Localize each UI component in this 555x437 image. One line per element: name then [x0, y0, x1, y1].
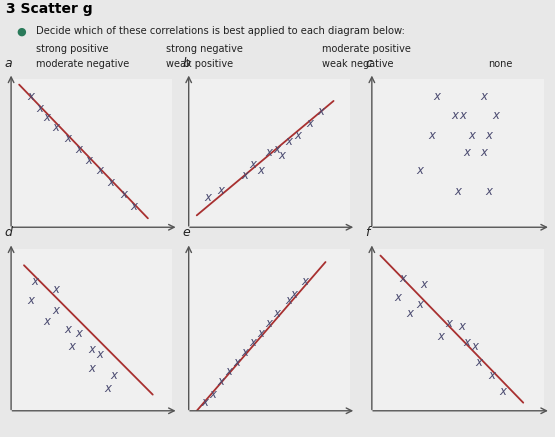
Text: x: x	[64, 323, 71, 336]
Text: c: c	[365, 57, 372, 70]
Text: x: x	[492, 109, 500, 122]
Text: x: x	[266, 146, 273, 160]
Text: x: x	[234, 356, 240, 369]
Text: strong positive: strong positive	[36, 44, 109, 54]
Text: x: x	[110, 369, 118, 382]
Text: x: x	[250, 336, 256, 349]
Text: x: x	[43, 316, 50, 328]
Text: x: x	[301, 275, 308, 288]
Text: moderate positive: moderate positive	[322, 44, 411, 54]
Text: e: e	[182, 226, 190, 239]
Text: x: x	[475, 356, 482, 369]
Text: x: x	[204, 191, 211, 204]
Text: x: x	[306, 117, 313, 130]
Text: x: x	[295, 128, 302, 142]
Text: x: x	[274, 307, 281, 320]
Text: x: x	[394, 291, 401, 304]
Text: x: x	[317, 105, 324, 118]
Text: x: x	[64, 132, 71, 145]
Text: x: x	[53, 304, 60, 317]
Text: x: x	[218, 184, 224, 197]
Text: x: x	[420, 278, 427, 291]
Text: Decide which of these correlations is best applied to each diagram below:: Decide which of these correlations is be…	[36, 26, 405, 36]
Text: x: x	[69, 340, 76, 353]
Text: x: x	[406, 307, 413, 320]
Text: x: x	[416, 164, 423, 177]
Text: x: x	[489, 369, 496, 382]
Text: x: x	[433, 90, 441, 103]
Text: x: x	[27, 295, 34, 307]
Text: d: d	[4, 226, 13, 239]
Text: x: x	[285, 135, 292, 148]
Text: x: x	[279, 149, 286, 163]
Text: weak positive: weak positive	[166, 59, 234, 69]
Text: x: x	[27, 90, 34, 103]
Text: x: x	[258, 327, 265, 340]
Text: x: x	[43, 111, 50, 124]
Text: ●: ●	[17, 26, 27, 36]
Text: x: x	[120, 188, 127, 201]
Text: x: x	[225, 365, 233, 378]
Text: x: x	[241, 346, 249, 359]
Text: x: x	[37, 102, 44, 115]
Text: x: x	[463, 336, 470, 349]
Text: x: x	[130, 200, 137, 213]
Text: x: x	[468, 128, 475, 142]
Text: x: x	[250, 158, 256, 171]
Text: f: f	[365, 226, 369, 239]
Text: x: x	[460, 109, 467, 122]
Text: x: x	[480, 90, 487, 103]
Text: x: x	[218, 375, 224, 388]
Text: weak negative: weak negative	[322, 59, 393, 69]
Text: x: x	[266, 317, 273, 330]
Text: x: x	[485, 185, 492, 198]
Text: x: x	[53, 283, 60, 296]
Text: x: x	[463, 146, 470, 160]
Text: x: x	[446, 317, 453, 330]
Text: x: x	[209, 388, 216, 401]
Text: b: b	[182, 57, 190, 70]
Text: a: a	[4, 57, 12, 70]
Text: x: x	[96, 164, 103, 177]
Text: x: x	[201, 396, 208, 409]
Text: moderate negative: moderate negative	[36, 59, 129, 69]
Text: x: x	[274, 143, 281, 156]
Text: x: x	[96, 348, 103, 361]
Text: x: x	[85, 154, 92, 167]
Text: x: x	[455, 185, 461, 198]
Text: none: none	[488, 59, 513, 69]
Text: x: x	[107, 176, 114, 189]
Text: x: x	[499, 385, 506, 398]
Text: x: x	[290, 288, 297, 301]
Text: x: x	[241, 169, 249, 182]
Text: x: x	[416, 298, 423, 311]
Text: x: x	[88, 343, 95, 356]
Text: x: x	[75, 327, 82, 340]
Text: x: x	[53, 121, 60, 134]
Text: x: x	[458, 320, 465, 333]
Text: 3 Scatter g: 3 Scatter g	[6, 2, 92, 16]
Text: x: x	[472, 340, 478, 353]
Text: x: x	[428, 128, 436, 142]
Text: x: x	[75, 143, 82, 156]
Text: x: x	[399, 272, 406, 284]
Text: x: x	[104, 382, 111, 395]
Text: strong negative: strong negative	[166, 44, 244, 54]
Text: x: x	[451, 109, 458, 122]
Text: x: x	[258, 164, 265, 177]
Text: x: x	[32, 275, 39, 288]
Text: x: x	[480, 146, 487, 160]
Text: x: x	[88, 362, 95, 375]
Text: x: x	[285, 295, 292, 307]
Text: x: x	[485, 128, 492, 142]
Text: x: x	[437, 330, 444, 343]
